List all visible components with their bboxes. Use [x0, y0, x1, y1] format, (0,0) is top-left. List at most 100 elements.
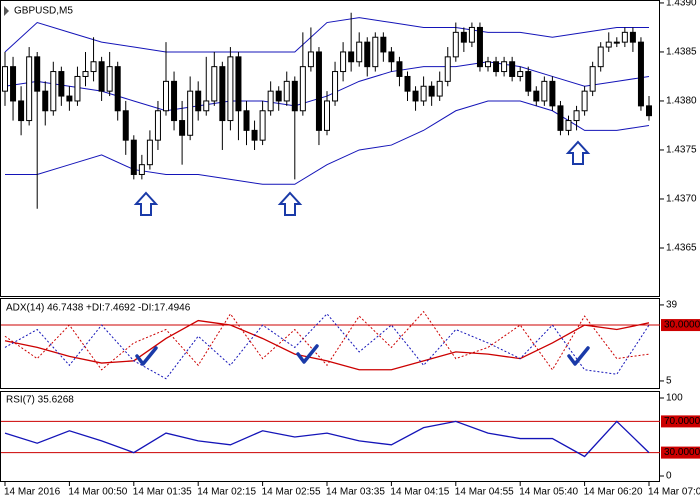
indicator-line — [4, 310, 650, 371]
candle-body — [332, 71, 339, 102]
candle-body — [476, 26, 483, 68]
adx-title: ADX(14) 46.7438 +DI:7.4692 -DI:17.4946 — [6, 303, 191, 314]
x-tick-label: 14 Mar 02:15 — [197, 487, 256, 498]
x-tick-label: 14 Mar 03:35 — [326, 487, 385, 498]
x-tick-label: 14 Mar 04:15 — [390, 487, 449, 498]
candle-body — [122, 110, 129, 141]
check-mark — [296, 344, 319, 364]
candle-body — [146, 139, 153, 166]
rsi-panel — [0, 391, 660, 482]
candle-body — [356, 41, 363, 63]
candle-body — [58, 71, 65, 97]
candle-body — [629, 31, 636, 43]
candle-body — [18, 100, 25, 122]
candle-body — [299, 66, 306, 112]
candle-body — [468, 26, 475, 43]
candle-body — [315, 51, 322, 131]
level-label: 30.0000 — [664, 320, 700, 331]
up-arrow — [277, 191, 303, 216]
x-tick-label: 14 Mar 02:55 — [262, 487, 321, 498]
candle-body — [452, 31, 459, 58]
candle-body — [90, 61, 97, 73]
candle-body — [501, 61, 508, 73]
candle-body — [179, 120, 186, 136]
indicator-line — [4, 319, 650, 371]
candle-body — [283, 80, 290, 102]
candle-body — [525, 71, 532, 92]
check-marks — [135, 344, 590, 366]
candle-body — [203, 100, 210, 112]
candle-body — [154, 110, 161, 141]
check-mark — [135, 346, 158, 366]
candle-body — [163, 80, 169, 112]
candle-body — [66, 95, 73, 102]
level-label: 30.0000 — [664, 447, 700, 458]
candle-body — [42, 90, 49, 112]
level-label-bg — [661, 446, 700, 459]
candle-body — [396, 61, 403, 77]
candle-body — [517, 71, 524, 77]
candle-body — [267, 90, 274, 112]
up-arrow — [133, 191, 159, 216]
y-tick-label: 100 — [666, 393, 683, 404]
x-tick-label: 14 Mar 05:40 — [519, 487, 578, 498]
up-arrow — [565, 140, 591, 165]
candle-body — [227, 56, 234, 122]
candle-body — [291, 80, 298, 112]
y-tick-label: 5 — [666, 376, 672, 387]
candle-body — [106, 66, 113, 92]
candle-body — [581, 90, 588, 112]
candle-body — [621, 31, 628, 43]
candle-body — [412, 90, 419, 102]
candle-body — [485, 61, 491, 68]
y-tick-label: 1.4375 — [666, 145, 697, 156]
y-tick-label: 1.4385 — [666, 47, 697, 58]
candle-body — [348, 51, 355, 63]
candle-body — [195, 90, 202, 112]
signal-arrows — [133, 140, 591, 216]
symbol-title: GBPUSD,M5 — [14, 6, 73, 17]
candle-body — [219, 66, 226, 122]
candle-body — [74, 75, 81, 102]
candle-body — [114, 66, 121, 112]
candle-body — [573, 110, 580, 122]
level-label-bg — [661, 319, 700, 332]
candle-body — [138, 164, 145, 175]
y-tick-label: 0 — [666, 471, 672, 482]
candle-body — [50, 71, 57, 112]
candle-body — [565, 120, 572, 131]
candle-body — [380, 36, 387, 53]
candle-body — [171, 80, 178, 122]
candle-body — [187, 90, 194, 136]
check-mark — [567, 346, 590, 366]
candle-body — [589, 66, 596, 92]
symbol-icon — [4, 6, 9, 16]
y-tick-label: 1.4390 — [666, 0, 697, 9]
candle-body — [82, 71, 89, 77]
band-lower — [5, 100, 650, 185]
candle-body — [372, 36, 379, 68]
y-tick-label: 39 — [666, 300, 678, 311]
candle-body — [34, 56, 41, 92]
x-tick-label: 14 Mar 2016 — [4, 487, 61, 498]
candle-body — [275, 90, 282, 102]
candle-body — [259, 110, 266, 141]
adx-panel — [0, 298, 660, 389]
candle-body — [404, 75, 411, 92]
candle-body — [428, 85, 435, 97]
candle-body — [597, 46, 604, 68]
indicator-line — [4, 313, 650, 380]
candle-body — [307, 51, 314, 68]
y-tick-label: 1.4370 — [666, 194, 697, 205]
candle-body — [557, 105, 564, 131]
candle-body — [436, 80, 443, 97]
candle-body — [211, 66, 218, 102]
candle-body — [388, 51, 395, 63]
candle-body — [98, 61, 105, 92]
candle-body — [243, 110, 250, 131]
candle-body — [235, 56, 242, 112]
level-label-bg — [661, 415, 700, 428]
candle-body — [541, 80, 548, 102]
